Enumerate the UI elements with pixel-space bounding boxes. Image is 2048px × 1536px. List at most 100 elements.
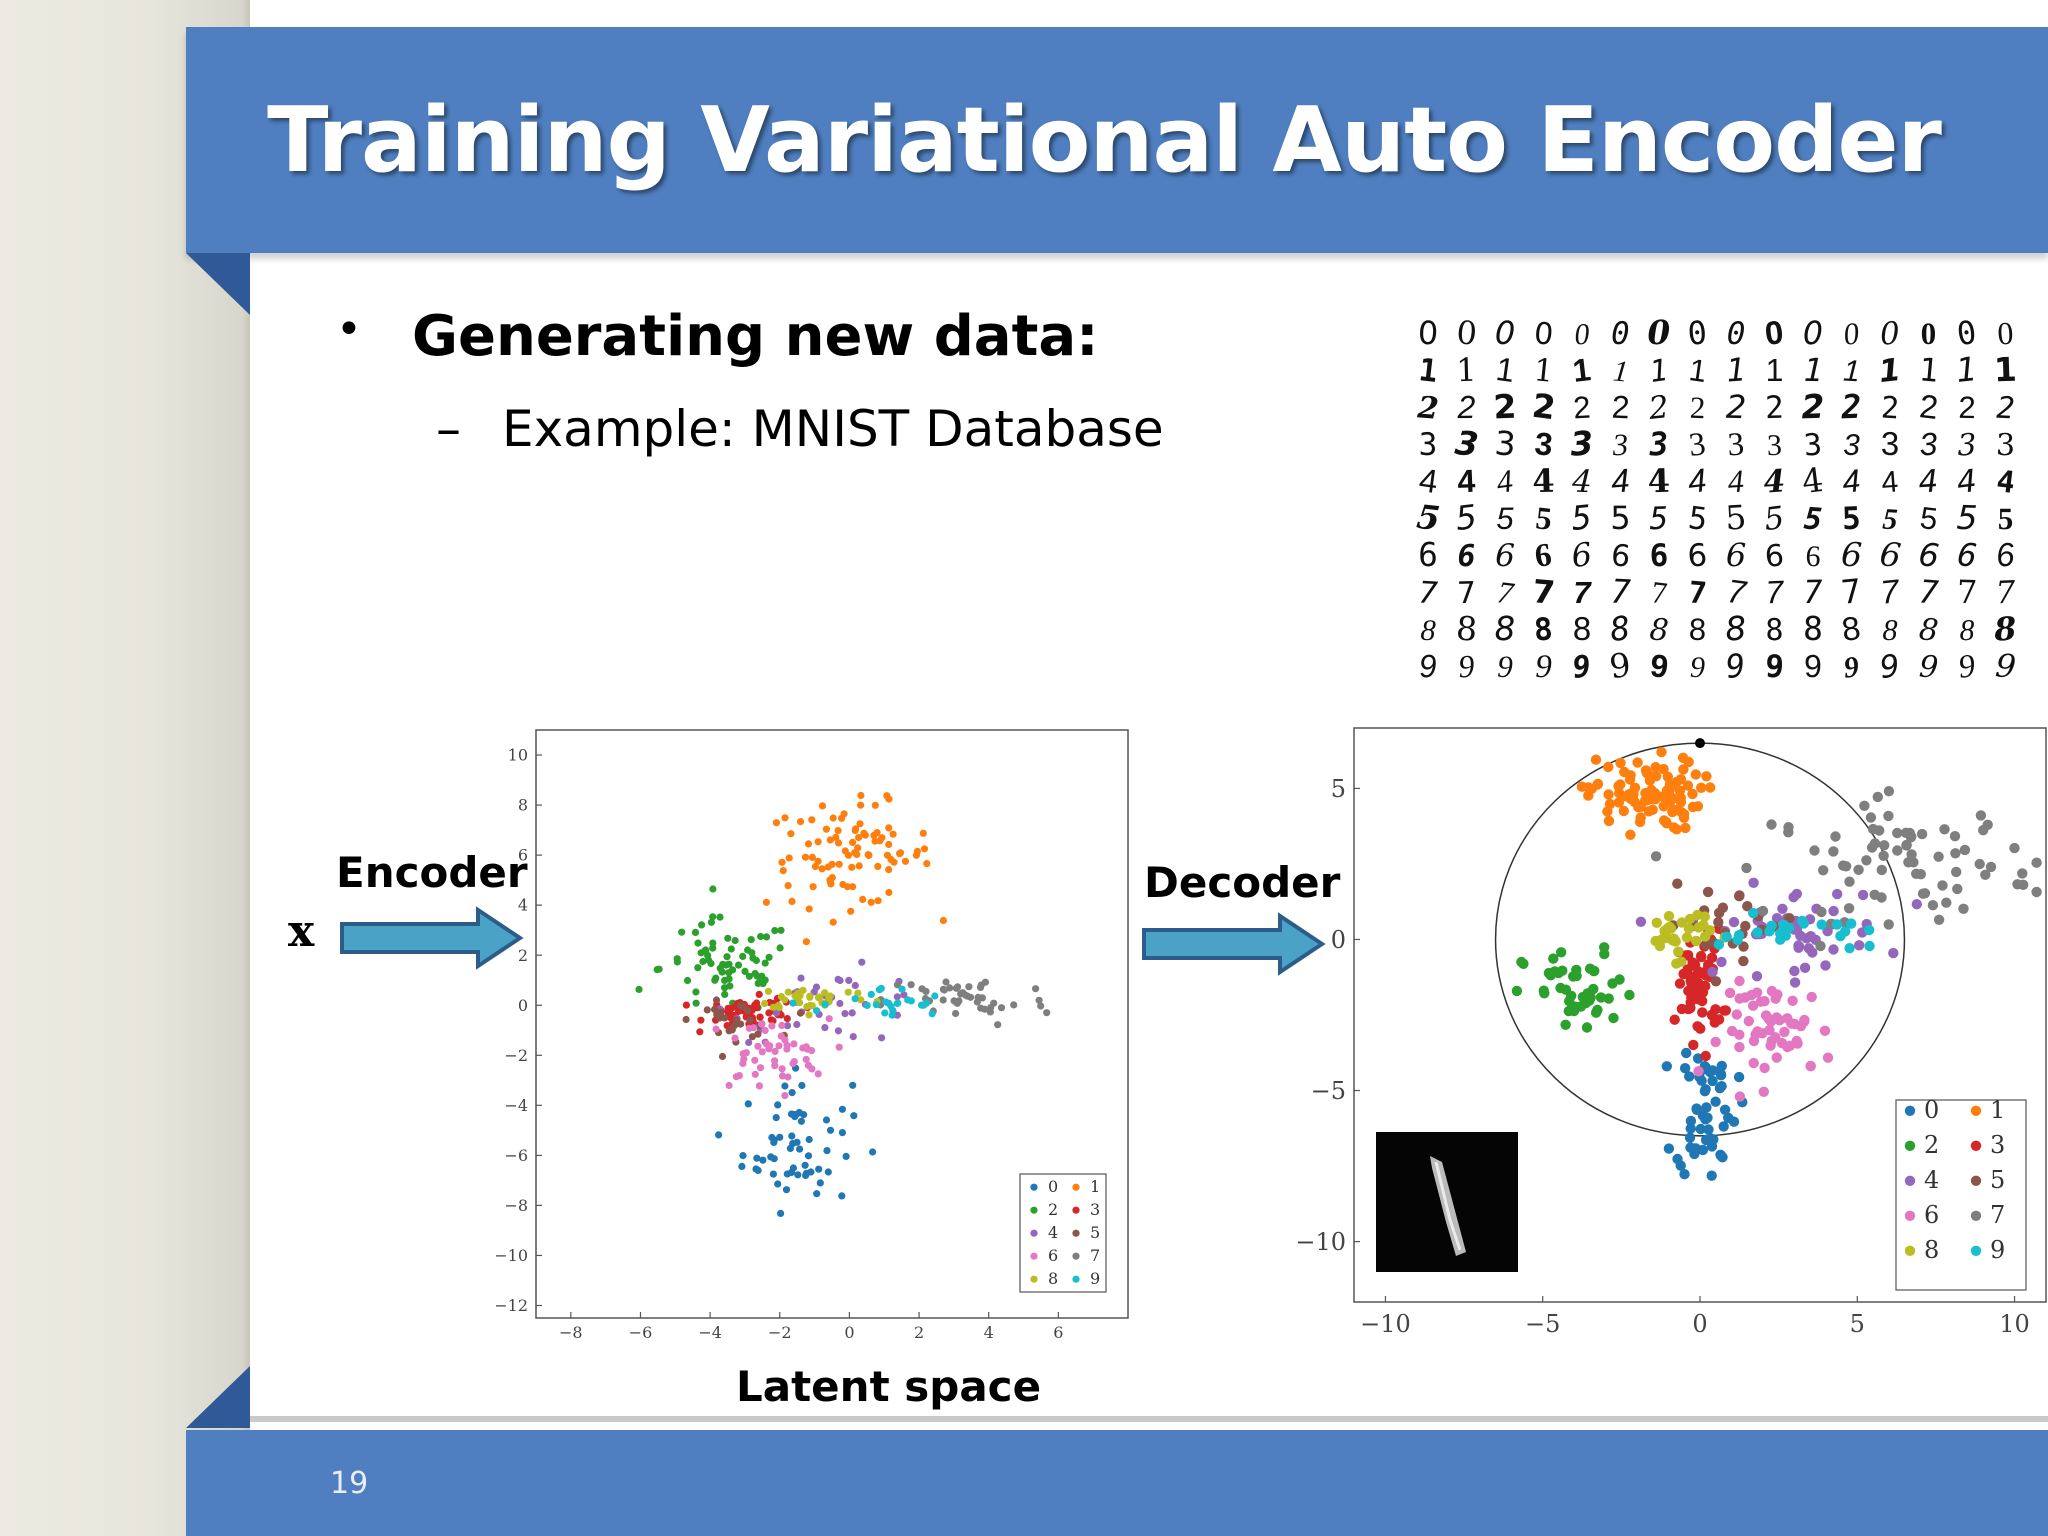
- point-digit-0: [1723, 1112, 1734, 1123]
- mnist-digit: 8: [1992, 609, 2018, 648]
- point-digit-1: [1632, 757, 1643, 768]
- point-digit-6: [712, 1025, 720, 1033]
- mnist-digit: 1: [1803, 351, 1823, 389]
- legend-label: 9: [1990, 1236, 2005, 1264]
- point-digit-7: [1927, 900, 1939, 911]
- x-tick-label: −4: [698, 1323, 722, 1342]
- mnist-digit: 8: [1765, 613, 1784, 648]
- mnist-digit: 0: [1955, 316, 1979, 353]
- point-digit-1: [834, 827, 842, 835]
- point-digit-9: [1766, 920, 1777, 931]
- mnist-digit: 9: [1690, 651, 1706, 684]
- mnist-digit: 1: [1725, 350, 1747, 389]
- point-digit-1: [890, 858, 898, 866]
- mnist-digit: 3: [1687, 426, 1707, 464]
- point-digit-0: [738, 1162, 746, 1170]
- point-digit-4: [893, 993, 901, 1001]
- mnist-digit: 3: [1918, 425, 1938, 462]
- point-digit-7: [940, 986, 948, 994]
- mnist-digit: 4: [1917, 463, 1939, 500]
- point-digit-7: [1879, 840, 1890, 851]
- point-digit-1: [859, 895, 867, 903]
- point-digit-5: [711, 1005, 719, 1013]
- mnist-digit: 7: [1650, 574, 1670, 611]
- mnist-digit: 8: [1494, 609, 1517, 649]
- point-digit-5: [716, 1014, 724, 1022]
- point-digit-0: [850, 1112, 858, 1120]
- point-digit-1: [1662, 771, 1673, 782]
- point-digit-7: [1869, 838, 1881, 849]
- mnist-digit: 7: [1765, 574, 1786, 611]
- point-digit-5: [682, 1015, 690, 1024]
- point-digit-9: [1840, 926, 1851, 937]
- point-digit-7: [1818, 865, 1829, 876]
- point-digit-6: [835, 1043, 843, 1051]
- point-digit-7: [1844, 876, 1855, 887]
- mnist-digit: 3: [1803, 427, 1824, 463]
- point-digit-4: [797, 974, 805, 982]
- point-digit-3: [1676, 1003, 1688, 1015]
- mnist-digit: 2: [1918, 387, 1940, 426]
- point-digit-3: [755, 990, 763, 998]
- point-digit-6: [1710, 1036, 1721, 1048]
- mnist-digit: 7: [1687, 575, 1708, 611]
- point-digit-4: [1888, 947, 1899, 959]
- point-digit-0: [807, 1168, 815, 1176]
- input-x-label: x: [288, 906, 315, 957]
- point-digit-6: [1752, 1026, 1763, 1037]
- mnist-digit: 1: [1532, 352, 1555, 390]
- point-digit-8: [761, 999, 769, 1008]
- point-digit-6: [778, 1021, 786, 1030]
- point-digit-0: [1681, 1047, 1692, 1059]
- point-digit-3: [1706, 952, 1718, 963]
- point-digit-6: [1759, 1062, 1770, 1074]
- point-digit-2: [692, 999, 700, 1007]
- point-digit-0: [739, 1152, 747, 1160]
- mnist-digit: 7: [1610, 572, 1632, 612]
- mnist-digit: 7: [1879, 572, 1903, 611]
- point-digit-1: [860, 829, 868, 837]
- point-digit-3: [734, 1007, 743, 1016]
- legend-marker: [1072, 1252, 1080, 1260]
- title-bar: [186, 27, 2048, 253]
- point-digit-3: [1682, 964, 1693, 975]
- mnist-digit: 1: [1687, 352, 1709, 389]
- point-digit-7: [1828, 846, 1839, 857]
- point-digit-4: [858, 958, 866, 966]
- legend-marker: [1904, 1105, 1916, 1116]
- y-tick-label: 0: [518, 996, 528, 1015]
- point-digit-1: [1678, 764, 1689, 775]
- x-tick-label: −8: [559, 1323, 583, 1342]
- point-digit-6: [758, 1020, 766, 1028]
- point-digit-2: [1511, 985, 1523, 997]
- point-digit-3: [1696, 951, 1707, 963]
- point-digit-0: [1696, 1075, 1707, 1086]
- point-digit-0: [1733, 1071, 1745, 1083]
- point-digit-7: [1861, 855, 1872, 866]
- point-digit-5: [703, 1006, 711, 1014]
- point-digit-7: [1933, 851, 1944, 862]
- point-digit-1: [1656, 746, 1667, 758]
- encoder-label: Encoder: [336, 848, 528, 897]
- point-digit-1: [778, 858, 786, 866]
- legend-label: 2: [1048, 1200, 1058, 1219]
- point-digit-2: [709, 944, 717, 952]
- point-digit-1: [939, 916, 947, 925]
- point-digit-0: [1715, 1070, 1727, 1081]
- point-digit-7: [1952, 883, 1963, 895]
- point-digit-2: [725, 960, 733, 968]
- point-digit-6: [1760, 1010, 1772, 1021]
- point-digit-6: [751, 1056, 759, 1064]
- point-digit-2: [727, 945, 735, 953]
- point-digit-2: [776, 944, 784, 952]
- mnist-digit: 2: [1840, 387, 1862, 427]
- mnist-digit: 1: [1766, 352, 1784, 388]
- point-digit-0: [1679, 1063, 1691, 1074]
- point-digit-0: [815, 1165, 823, 1173]
- point-digit-6: [758, 1048, 766, 1056]
- point-digit-8: [806, 993, 814, 1001]
- point-digit-3: [1685, 1002, 1696, 1014]
- point-digit-7: [1830, 831, 1841, 842]
- mnist-digit: 8: [1882, 614, 1897, 647]
- x-tick-label: 2: [914, 1323, 924, 1342]
